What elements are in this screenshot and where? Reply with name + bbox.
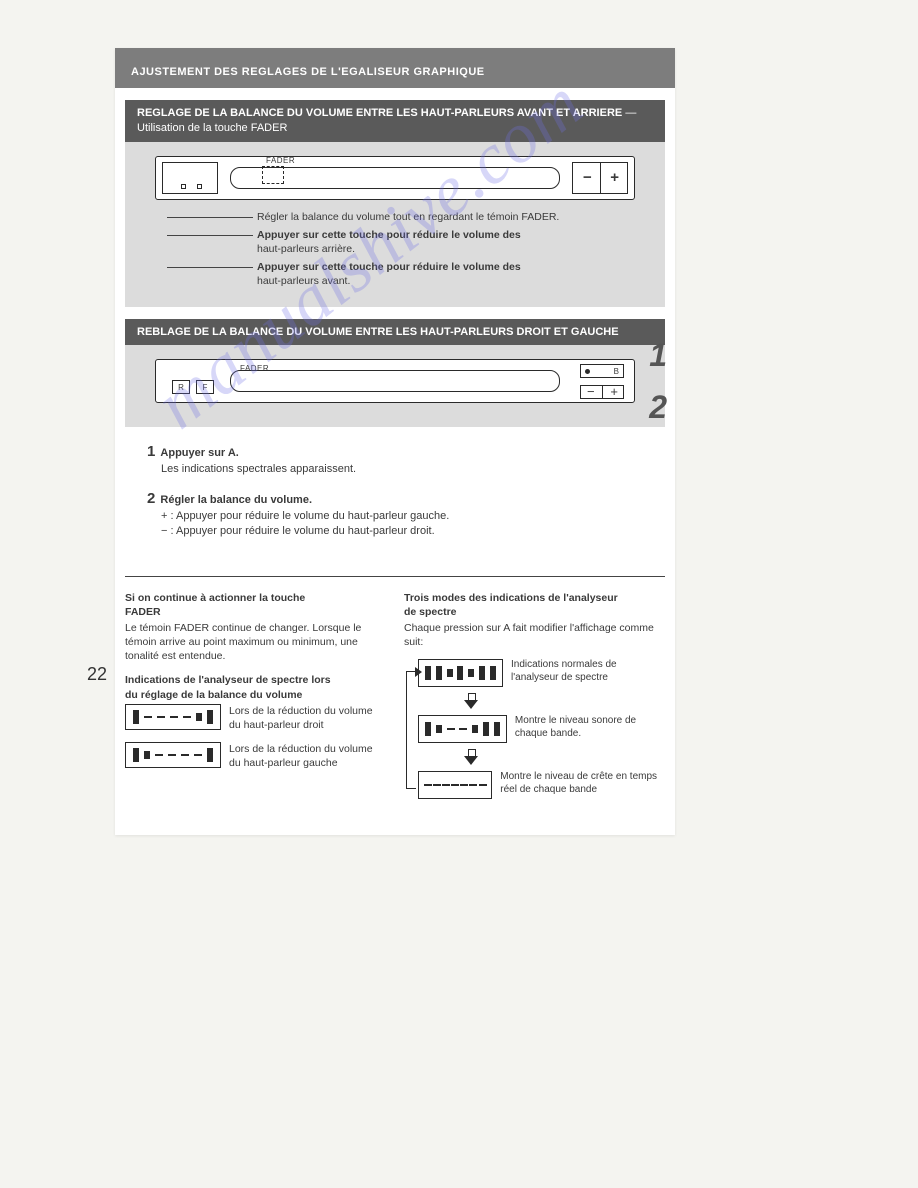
down-arrow-icon bbox=[464, 749, 478, 765]
spectrum-desc: Lors de la réduction du volume du haut-p… bbox=[229, 704, 386, 732]
plus-button: + bbox=[610, 169, 619, 186]
callout-text: Régler la balance du volume tout en rega… bbox=[257, 210, 653, 224]
h-line: de spectre bbox=[404, 606, 457, 618]
mode-desc: Montre le niveau de crête en temps réel … bbox=[500, 771, 665, 796]
step-num: 1 bbox=[147, 443, 155, 460]
h-line: Indications de l'analyseur de spectre lo… bbox=[125, 674, 331, 686]
h-line: FADER bbox=[125, 606, 161, 618]
step-2: 2 Régler la balance du volume. + : Appuy… bbox=[147, 488, 643, 540]
port-icon bbox=[197, 184, 202, 189]
fader-label: FADER bbox=[266, 156, 295, 165]
device1-right-seg: − + bbox=[572, 162, 628, 194]
mode-box-2 bbox=[418, 715, 507, 743]
section1-title-main: REGLAGE DE LA BALANCE DU VOLUME ENTRE LE… bbox=[137, 107, 622, 119]
h-line: Si on continue à actionner la touche bbox=[125, 592, 305, 604]
step-1: 1 Appuyer sur A. Les indications spectra… bbox=[147, 441, 643, 477]
device1-left-seg bbox=[162, 162, 218, 194]
step-desc: Les indications spectrales apparaissent. bbox=[161, 462, 643, 477]
b-button: B bbox=[580, 364, 624, 378]
loop-arrow-icon bbox=[406, 671, 416, 789]
section2-steps: 1 Appuyer sur A. Les indications spectra… bbox=[125, 427, 665, 565]
section2-title: REBLAGE DE LA BALANCE DU VOLUME ENTRE LE… bbox=[125, 319, 665, 346]
callout-text: Appuyer sur cette touche pour réduire le… bbox=[257, 260, 653, 288]
step-number-2: 2 bbox=[649, 389, 667, 426]
step-num: 2 bbox=[147, 490, 155, 507]
mode-box-1 bbox=[418, 659, 503, 687]
spectrum-example-1: Lors de la réduction du volume du haut-p… bbox=[125, 704, 386, 732]
divider-icon bbox=[602, 386, 603, 398]
f-button: F bbox=[196, 380, 214, 394]
callout-rest: haut-parleurs avant. bbox=[257, 274, 653, 288]
device-diagram-2: R F FADER B − + bbox=[155, 359, 635, 403]
h-line: Trois modes des indications de l'analyse… bbox=[404, 592, 618, 604]
section1-title: REGLAGE DE LA BALANCE DU VOLUME ENTRE LE… bbox=[125, 100, 665, 142]
mode-flowchart: Indications normales de l'analyseur de s… bbox=[404, 659, 665, 805]
page-header: AJUSTEMENT DES REGLAGES DE L'EGALISEUR G… bbox=[115, 48, 675, 88]
mode-box-3 bbox=[418, 771, 492, 799]
lower-columns: Si on continue à actionner la touche FAD… bbox=[115, 577, 675, 806]
section1-panel: FADER − + Régler la balance du volume to… bbox=[125, 142, 665, 307]
port-icon bbox=[181, 184, 186, 189]
minus-button: − bbox=[587, 384, 595, 399]
step-number-1: 1 bbox=[649, 337, 667, 374]
step-desc: − : Appuyer pour réduire le volume du ha… bbox=[161, 524, 643, 539]
callout-bold: Appuyer sur cette touche pour réduire le… bbox=[257, 229, 521, 241]
manual-page: AJUSTEMENT DES REGLAGES DE L'EGALISEUR G… bbox=[115, 48, 675, 835]
step-title: Appuyer sur A. bbox=[160, 447, 238, 459]
dot-icon bbox=[585, 369, 590, 374]
r-button: R bbox=[172, 380, 190, 394]
left-h1: Si on continue à actionner la touche FAD… bbox=[125, 591, 386, 619]
down-arrow-icon bbox=[464, 693, 478, 709]
spectrum-display-icon bbox=[125, 704, 221, 730]
device-diagram-1: FADER − + bbox=[155, 156, 635, 200]
right-p1: Chaque pression sur A fait modifier l'af… bbox=[404, 621, 665, 649]
h-line: du réglage de la balance du volume bbox=[125, 689, 302, 701]
section1-callouts: Régler la balance du volume tout en rega… bbox=[137, 210, 653, 289]
section2-panel: 1 2 R F FADER B − + bbox=[125, 345, 665, 427]
right-column: Trois modes des indications de l'analyse… bbox=[404, 591, 665, 806]
minus-button: − bbox=[583, 169, 592, 186]
left-column: Si on continue à actionner la touche FAD… bbox=[125, 591, 386, 806]
plus-button: + bbox=[610, 384, 618, 399]
b-label: B bbox=[614, 367, 619, 376]
device1-display bbox=[230, 167, 560, 189]
step-desc: + : Appuyer pour réduire le volume du ha… bbox=[161, 509, 643, 524]
device2-left-seg: R F bbox=[162, 365, 218, 397]
spectrum-display-icon bbox=[125, 742, 221, 768]
right-h1: Trois modes des indications de l'analyse… bbox=[404, 591, 665, 619]
callout-rest: haut-parleurs arrière. bbox=[257, 242, 653, 256]
step-title: Régler la balance du volume. bbox=[160, 494, 312, 506]
callout-text: Appuyer sur cette touche pour réduire le… bbox=[257, 228, 653, 256]
page-number: 22 bbox=[87, 664, 107, 685]
left-h2: Indications de l'analyseur de spectre lo… bbox=[125, 673, 386, 701]
device2-display bbox=[230, 370, 560, 392]
section2-title-text: REBLAGE DE LA BALANCE DU VOLUME ENTRE LE… bbox=[137, 326, 619, 338]
mode-desc: Indications normales de l'analyseur de s… bbox=[511, 659, 665, 684]
spectrum-desc: Lors de la réduction du volume du haut-p… bbox=[229, 742, 386, 770]
mode-desc: Montre le niveau sonore de chaque bande. bbox=[515, 715, 665, 740]
divider-icon bbox=[600, 163, 601, 193]
plus-minus-row: − + bbox=[580, 385, 624, 399]
left-p1: Le témoin FADER continue de changer. Lor… bbox=[125, 621, 386, 664]
spectrum-example-2: Lors de la réduction du volume du haut-p… bbox=[125, 742, 386, 770]
callout-bold: Appuyer sur cette touche pour réduire le… bbox=[257, 261, 521, 273]
